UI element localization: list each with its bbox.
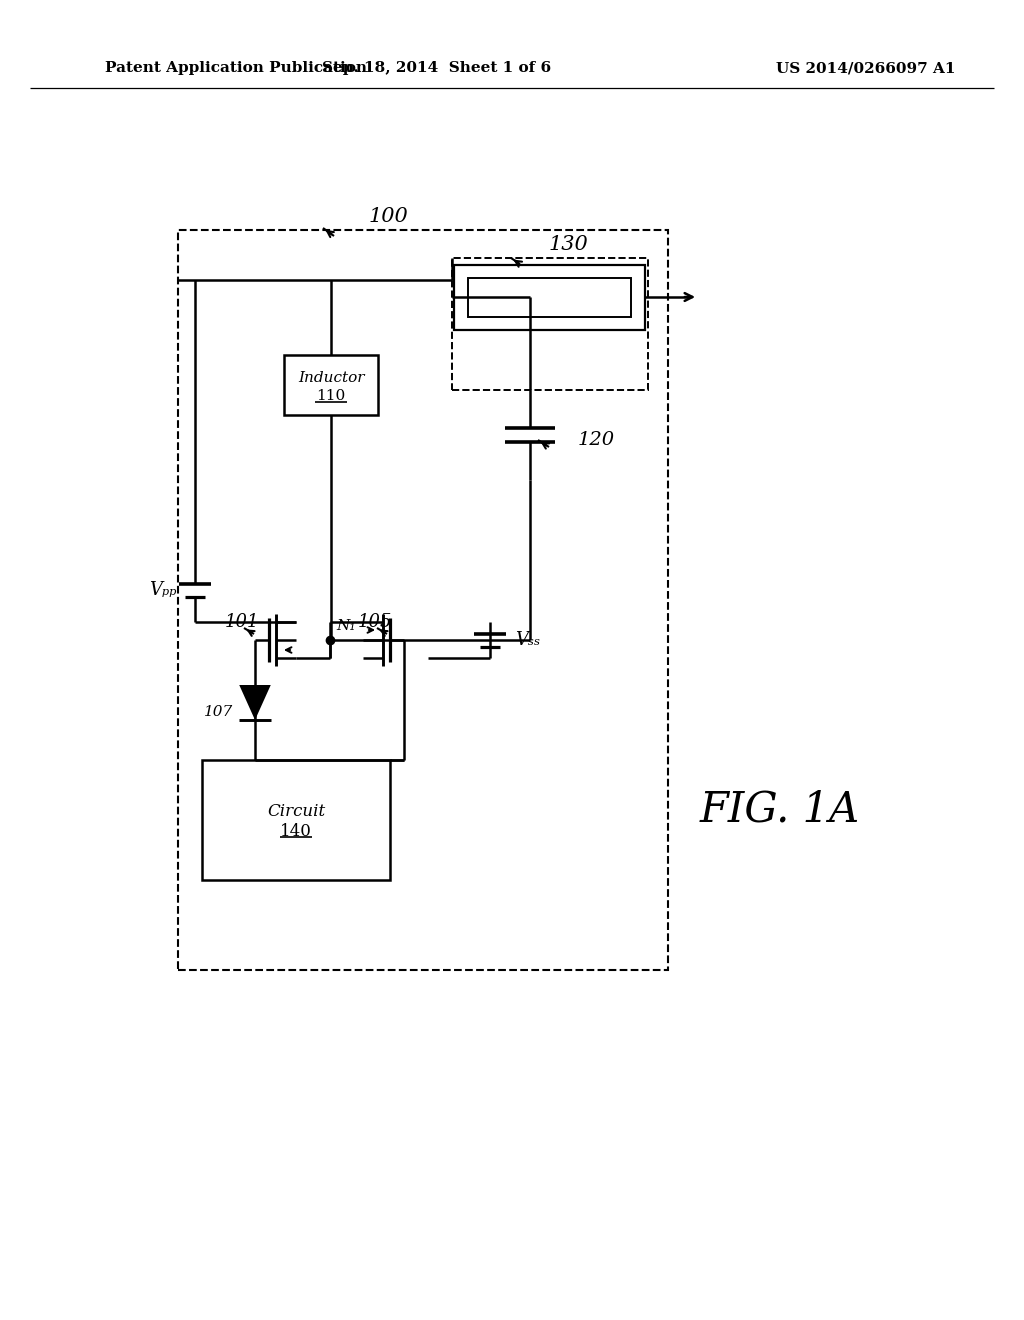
Text: 110: 110	[316, 389, 346, 403]
Text: FIG. 1A: FIG. 1A	[700, 789, 860, 832]
Text: 130: 130	[548, 235, 588, 253]
Bar	[454, 265, 645, 330]
Bar	[178, 230, 668, 970]
Bar	[202, 760, 390, 880]
Text: 140: 140	[280, 822, 312, 840]
Bar	[468, 279, 631, 317]
Text: 100: 100	[368, 206, 408, 226]
Text: Vₚₚ: Vₚₚ	[150, 581, 177, 599]
Text: Sep. 18, 2014  Sheet 1 of 6: Sep. 18, 2014 Sheet 1 of 6	[323, 61, 552, 75]
Text: 101: 101	[224, 612, 259, 631]
Text: 107: 107	[204, 705, 233, 719]
Text: N₁: N₁	[336, 619, 355, 634]
Text: Circuit: Circuit	[267, 804, 325, 821]
Text: 120: 120	[578, 432, 615, 449]
Text: US 2014/0266097 A1: US 2014/0266097 A1	[775, 61, 955, 75]
Polygon shape	[240, 685, 270, 719]
Text: 105: 105	[357, 612, 392, 631]
Bar	[452, 257, 648, 389]
Text: Patent Application Publication: Patent Application Publication	[105, 61, 367, 75]
Text: Vₛₛ: Vₛₛ	[515, 631, 541, 649]
Bar	[284, 355, 378, 414]
Text: Inductor: Inductor	[298, 371, 365, 385]
